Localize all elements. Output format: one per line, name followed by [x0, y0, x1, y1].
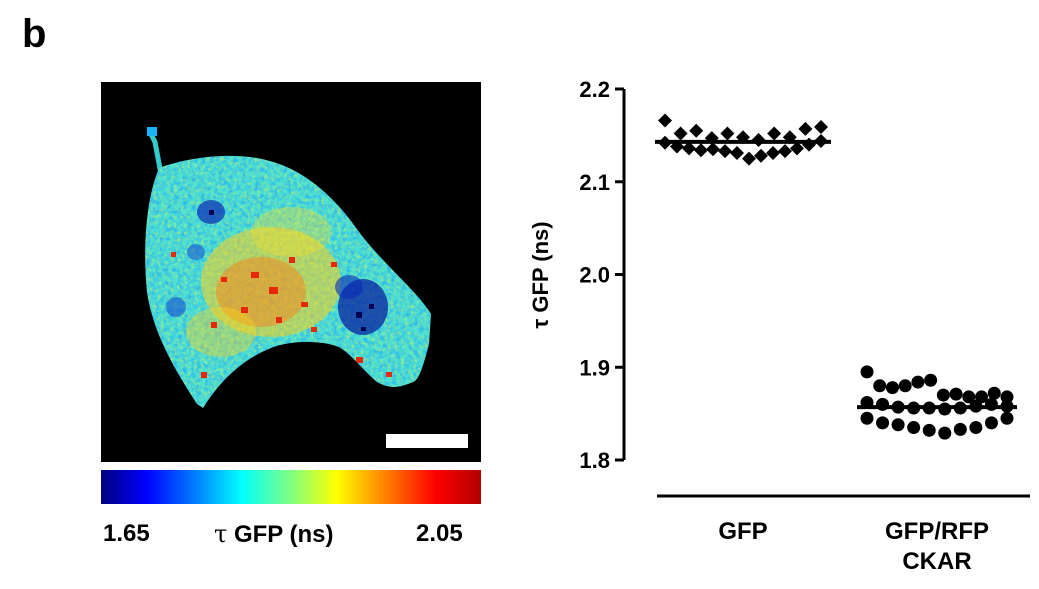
- data-point-diamond: [766, 145, 780, 160]
- data-point-diamond: [706, 142, 720, 157]
- data-point-diamond: [736, 130, 750, 145]
- data-point-circle: [898, 379, 912, 393]
- data-point-diamond: [767, 126, 782, 141]
- data-point-diamond: [689, 123, 704, 138]
- data-point-diamond: [718, 144, 732, 159]
- data-point-circle: [984, 416, 998, 430]
- colorbar-title: τ GFP (ns): [214, 522, 334, 547]
- y-tick-label: 1.8: [579, 448, 610, 473]
- data-point-diamond: [682, 141, 696, 156]
- data-point-circle: [860, 365, 874, 379]
- x-category-label: CKAR: [902, 548, 971, 575]
- data-point-circle: [922, 423, 936, 437]
- data-point-diamond: [790, 141, 804, 156]
- lifetime-scatter-plot: 1.8 1.9 2.0 2.1 2.2 τ GFP (ns) GFP GFP/RFP CKAR: [520, 70, 1034, 589]
- data-point-circle: [860, 411, 874, 425]
- data-point-circle: [907, 421, 921, 435]
- data-point-circle: [891, 418, 905, 432]
- data-point-diamond: [658, 113, 672, 128]
- data-point-diamond: [673, 126, 688, 141]
- y-axis-label: τ GFP (ns): [528, 221, 553, 328]
- colorbar-max-label: 2.05: [416, 520, 463, 547]
- data-point-circle: [987, 386, 1001, 400]
- data-point-diamond: [802, 137, 816, 152]
- y-tick-label: 1.9: [579, 355, 610, 380]
- lifetime-colorbar: [101, 470, 481, 504]
- data-point-diamond: [720, 126, 735, 141]
- scale-bar: [386, 434, 468, 448]
- data-point-circle: [873, 379, 887, 393]
- data-point-diamond: [694, 143, 708, 158]
- data-point-circle: [924, 373, 938, 387]
- flim-image: [101, 82, 481, 462]
- data-point-diamond: [742, 151, 756, 166]
- data-point-circle: [1000, 411, 1014, 425]
- data-point-circle: [876, 416, 890, 430]
- y-tick-label: 2.2: [579, 77, 610, 102]
- panel-label: b: [22, 12, 47, 56]
- data-point-diamond: [782, 130, 797, 145]
- colorbar-title-text: GFP (ns): [227, 521, 334, 548]
- data-point-circle: [949, 387, 963, 401]
- y-tick-label: 2.0: [579, 263, 610, 288]
- cell-lifetime-map: [145, 127, 431, 409]
- data-point-circle: [885, 381, 899, 395]
- y-tick-label: 2.1: [579, 170, 610, 195]
- scatter-svg: 1.8 1.9 2.0 2.1 2.2 τ GFP (ns) GFP GFP/RFP CKAR: [528, 77, 1034, 575]
- cell-body: [145, 155, 431, 409]
- data-point-circle: [1000, 390, 1014, 404]
- data-point-diamond: [814, 120, 828, 135]
- x-category-label: GFP/RFP: [885, 518, 989, 545]
- data-point-circle: [953, 422, 967, 436]
- colorbar-min-label: 1.65: [103, 520, 150, 547]
- data-point-circle: [962, 390, 976, 404]
- data-point-diamond: [730, 145, 744, 160]
- data-point-diamond: [754, 148, 768, 163]
- data-point-circle: [911, 375, 925, 389]
- data-point-circle: [969, 421, 983, 435]
- data-point-circle: [938, 426, 952, 440]
- cell-protrusion: [146, 128, 164, 175]
- data-point-circle: [936, 388, 950, 402]
- data-point-diamond: [798, 121, 813, 136]
- x-category-label: GFP: [718, 518, 767, 545]
- data-point-diamond: [778, 144, 792, 159]
- tau-symbol: τ: [214, 520, 228, 548]
